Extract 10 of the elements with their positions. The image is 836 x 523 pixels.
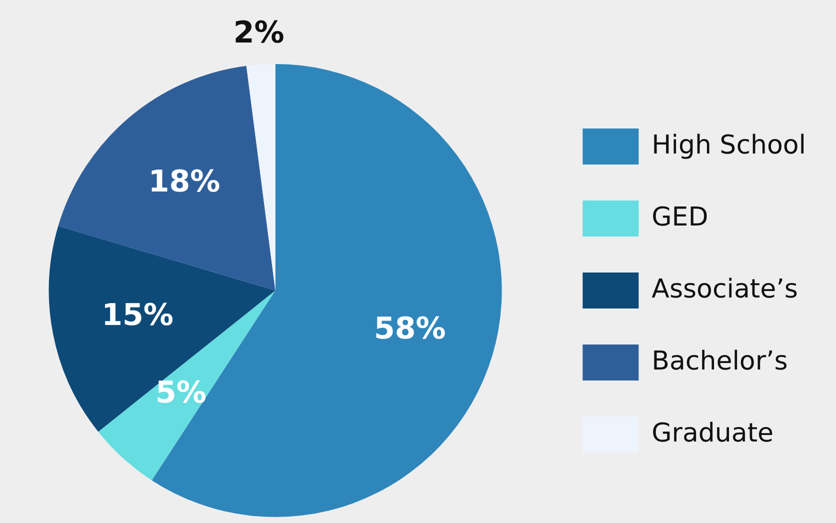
legend-label: Associate’s bbox=[652, 274, 798, 304]
data-label: 18% bbox=[148, 164, 220, 200]
data-label: 15% bbox=[102, 298, 174, 334]
data-label: 2% bbox=[233, 15, 284, 50]
legend-label: Bachelor’s bbox=[652, 346, 788, 376]
legend-label: GED bbox=[652, 202, 708, 232]
legend-label: Graduate bbox=[652, 418, 774, 448]
data-label: 5% bbox=[155, 375, 206, 410]
legend-label: High School bbox=[652, 130, 806, 160]
data-label: 58% bbox=[374, 311, 446, 346]
